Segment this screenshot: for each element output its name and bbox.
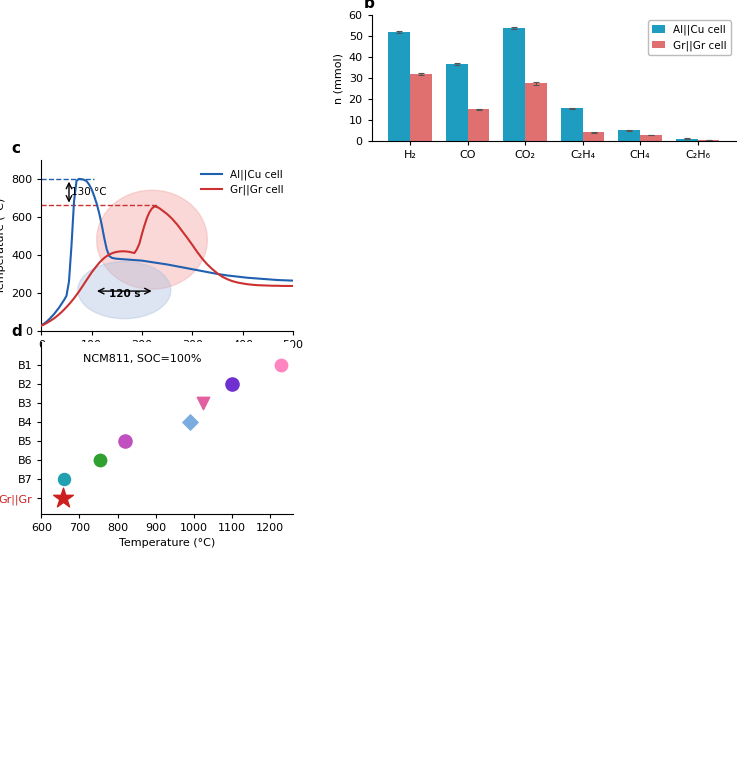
Bar	[446, 65, 468, 141]
Al||Cu cell	[74, 174, 83, 183]
Gr||Gr cell	[150, 202, 159, 211]
Point	[119, 435, 131, 447]
Bar	[676, 139, 698, 141]
Gr||Gr cell	[52, 312, 61, 321]
Text: 120 s: 120 s	[109, 288, 140, 299]
Bar	[583, 132, 605, 141]
Point	[95, 454, 107, 466]
Al||Cu cell	[288, 276, 297, 285]
Point	[57, 492, 69, 505]
Point	[58, 473, 70, 486]
Bar	[503, 28, 525, 141]
Gr||Gr cell	[213, 269, 222, 278]
Bar	[468, 110, 490, 141]
Gr||Gr cell	[288, 282, 297, 291]
Bar	[698, 140, 719, 141]
Gr||Gr cell	[218, 272, 227, 282]
Y-axis label: Temperature (°C): Temperature (°C)	[0, 197, 5, 294]
Al||Cu cell	[218, 270, 227, 279]
Al||Cu cell	[228, 272, 237, 281]
Point	[184, 416, 196, 428]
Legend: Al||Cu cell, Gr||Gr cell: Al||Cu cell, Gr||Gr cell	[648, 21, 731, 55]
Al||Cu cell	[37, 321, 46, 330]
Gr||Gr cell	[203, 260, 212, 269]
Ellipse shape	[78, 262, 171, 319]
Al||Cu cell	[253, 274, 262, 283]
Al||Cu cell	[52, 307, 61, 316]
Point	[198, 397, 210, 409]
Point	[276, 359, 288, 371]
X-axis label: Temperature (°C): Temperature (°C)	[119, 538, 216, 548]
Text: b: b	[364, 0, 375, 11]
Bar	[388, 32, 410, 141]
Line: Al||Cu cell: Al||Cu cell	[41, 179, 293, 326]
Gr||Gr cell	[37, 321, 46, 330]
Text: NCM811, SOC=100%: NCM811, SOC=100%	[83, 355, 201, 365]
Ellipse shape	[97, 190, 207, 289]
Legend: Al||Cu cell, Gr||Gr cell: Al||Cu cell, Gr||Gr cell	[197, 165, 288, 199]
Bar	[640, 135, 662, 141]
Point	[226, 378, 238, 390]
Al||Cu cell	[213, 269, 222, 279]
Gr||Gr cell	[253, 281, 262, 290]
Bar	[618, 130, 640, 141]
Text: c: c	[11, 141, 20, 156]
Y-axis label: n (mmol): n (mmol)	[333, 53, 343, 103]
Text: 130 °C: 130 °C	[71, 187, 107, 197]
Gr||Gr cell	[228, 277, 237, 286]
Bar	[561, 108, 583, 141]
Text: d: d	[11, 323, 22, 339]
Al||Cu cell	[203, 268, 212, 277]
Bar	[410, 74, 432, 141]
Bar	[525, 83, 547, 141]
Line: Gr||Gr cell: Gr||Gr cell	[41, 206, 293, 326]
X-axis label: Time (s): Time (s)	[144, 355, 190, 365]
